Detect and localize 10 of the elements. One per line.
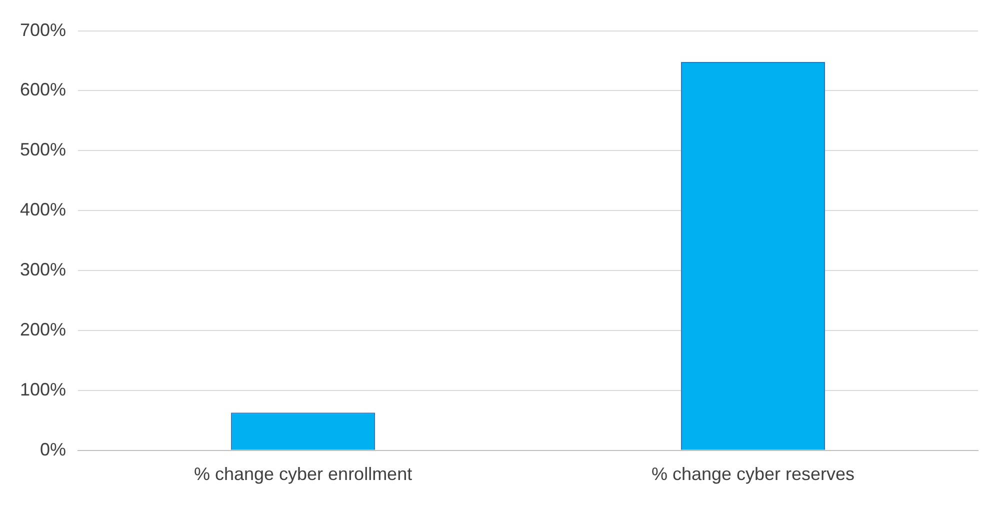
x-tick-label: % change cyber enrollment bbox=[194, 464, 412, 484]
y-tick-label: 0% bbox=[40, 439, 66, 460]
y-tick-label: 500% bbox=[20, 140, 66, 160]
y-tick-label: 100% bbox=[20, 379, 66, 400]
y-tick-label: 200% bbox=[20, 319, 66, 340]
y-tick-label: 700% bbox=[20, 20, 66, 40]
y-tick-label: 600% bbox=[20, 80, 66, 100]
y-tick-label: 400% bbox=[20, 200, 66, 220]
y-tick-label: 300% bbox=[20, 260, 66, 280]
x-tick-label: % change cyber reserves bbox=[651, 464, 855, 484]
